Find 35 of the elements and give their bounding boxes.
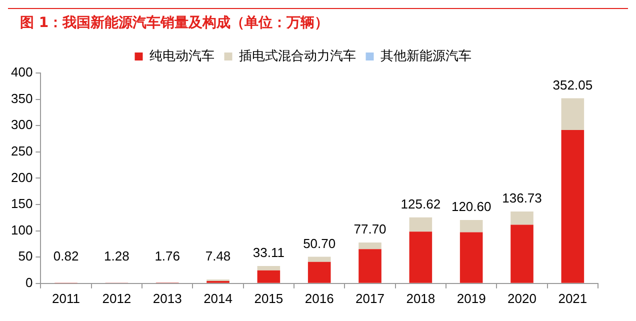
y-tick-label: 100 — [10, 222, 33, 238]
total-label: 1.28 — [104, 248, 130, 264]
total-label: 33.11 — [252, 245, 284, 260]
y-tick-label: 50 — [18, 248, 33, 264]
y-tick-label: 0 — [25, 274, 33, 290]
x-tick-label: 2016 — [304, 290, 334, 306]
x-tick-label: 2021 — [558, 290, 588, 306]
x-tick-label: 2014 — [204, 290, 232, 306]
chart-title: 图 1：我国新能源汽车销量及构成（单位：万辆） — [8, 8, 628, 32]
legend-label: 其他新能源汽车 — [380, 48, 472, 64]
y-tick-label: 200 — [10, 170, 33, 185]
total-label: 77.70 — [354, 222, 386, 237]
total-label: 50.70 — [303, 236, 336, 251]
x-tick-label: 2011 — [52, 290, 80, 306]
y-tick-label: 250 — [10, 143, 33, 158]
total-label: 7.48 — [205, 248, 231, 264]
total-label: 352.05 — [552, 77, 593, 92]
x-tick-label: 2018 — [406, 290, 436, 306]
x-tick-label: 2012 — [102, 290, 132, 306]
total-label: 120.60 — [451, 199, 492, 214]
legend-label: 纯电动汽车 — [149, 48, 214, 64]
total-label: 0.82 — [53, 248, 79, 264]
x-tick-label: 2017 — [356, 290, 384, 306]
total-label: 1.76 — [154, 248, 180, 264]
x-tick-label: 2020 — [508, 290, 536, 306]
x-tick-label: 2013 — [152, 290, 182, 306]
y-tick-label: 300 — [10, 117, 33, 132]
y-tick-label: 350 — [10, 90, 33, 106]
y-tick-label: 150 — [10, 196, 33, 212]
legend-label: 插电式混合动力汽车 — [238, 48, 356, 64]
total-label: 125.62 — [400, 196, 441, 212]
total-label: 136.73 — [502, 190, 542, 206]
x-tick-label: 2019 — [456, 290, 486, 306]
x-tick-label: 2015 — [254, 290, 284, 306]
y-tick-label: 400 — [10, 64, 33, 80]
